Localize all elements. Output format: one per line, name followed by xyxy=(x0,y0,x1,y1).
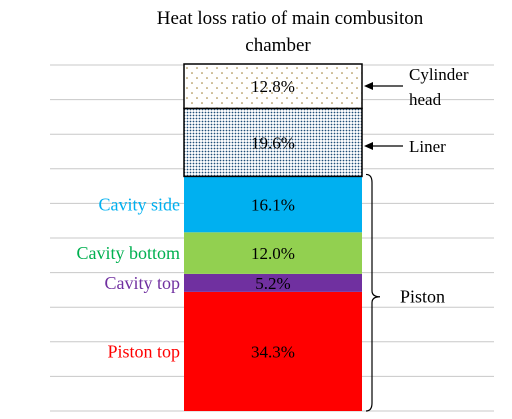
value-label-cavity-side: 16.1% xyxy=(251,195,295,214)
segment-labels: Piston top Cavity top Cavity bottom Cavity … xyxy=(77,194,181,361)
segment-label-cavity-top: Cavity top xyxy=(105,273,181,293)
value-label-piston-top: 34.3% xyxy=(251,343,295,362)
bar-segment-cavity-top xyxy=(184,273,362,292)
bar-segment-piston-top xyxy=(184,292,362,411)
group-label-piston: Piston xyxy=(400,287,445,307)
value-label-liner: 19.6% xyxy=(251,133,295,152)
segment-label-cavity-bottom: Cavity bottom xyxy=(77,243,181,263)
chart-title-line-2: chamber xyxy=(245,35,311,56)
value-label-cavity-top: 5.2% xyxy=(255,274,290,293)
bar-segment-cavity-bottom xyxy=(184,232,362,274)
value-label-cylinder-head: 12.8% xyxy=(251,77,295,96)
segment-label-piston-top: Piston top xyxy=(107,342,180,362)
stacked-bar xyxy=(183,63,363,411)
bar-segment-liner xyxy=(183,107,363,178)
piston-bracket xyxy=(365,173,381,412)
arrowhead-liner xyxy=(364,142,373,150)
annotation-label-cylinder-head-line-1: Cylinder xyxy=(409,65,469,84)
annotation-label-liner: Liner xyxy=(409,137,446,156)
arrowhead-cylinder-head xyxy=(364,82,373,90)
annotation-label-cylinder-head-line-2: head xyxy=(409,90,442,109)
right-annotations: Liner Cylinder head Piston xyxy=(364,65,469,412)
segment-label-cavity-side: Cavity side xyxy=(99,194,181,214)
value-labels: 34.3% 5.2% 12.0% 16.1% 19.6% 12.8% xyxy=(251,77,295,361)
bar-segment-cavity-side xyxy=(184,176,362,233)
value-label-cavity-bottom: 12.0% xyxy=(251,244,295,263)
chart-title-line-1: Heat loss ratio of main combusiton xyxy=(157,8,424,29)
bar-segment-cylinder-head xyxy=(183,63,363,110)
